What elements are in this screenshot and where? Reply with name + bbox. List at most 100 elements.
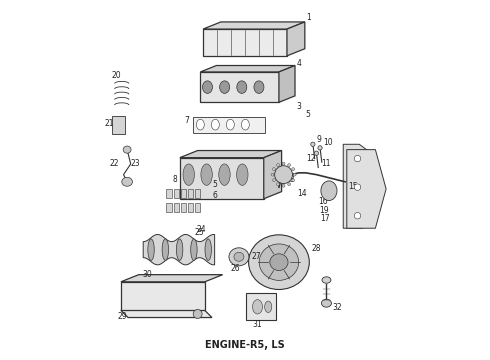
Ellipse shape (220, 81, 230, 93)
Polygon shape (203, 22, 305, 29)
Ellipse shape (237, 81, 247, 93)
Ellipse shape (318, 146, 322, 150)
Text: 10: 10 (323, 138, 333, 147)
Text: 31: 31 (253, 320, 262, 329)
Polygon shape (343, 144, 379, 228)
Text: 19: 19 (319, 206, 329, 215)
Ellipse shape (275, 166, 293, 184)
Text: 21: 21 (104, 120, 114, 129)
Text: 32: 32 (333, 303, 343, 312)
Ellipse shape (311, 142, 315, 147)
Text: 1: 1 (307, 13, 311, 22)
Ellipse shape (201, 164, 212, 185)
Ellipse shape (292, 168, 294, 171)
Ellipse shape (288, 164, 291, 166)
Text: 17: 17 (320, 214, 330, 223)
Ellipse shape (183, 164, 195, 185)
Polygon shape (180, 150, 282, 158)
Ellipse shape (254, 81, 264, 93)
Ellipse shape (270, 254, 288, 270)
Polygon shape (173, 189, 179, 198)
Ellipse shape (123, 146, 131, 153)
Polygon shape (193, 117, 265, 133)
Ellipse shape (229, 248, 249, 266)
Polygon shape (181, 203, 186, 212)
FancyBboxPatch shape (246, 293, 276, 320)
Text: 3: 3 (297, 102, 302, 111)
Ellipse shape (234, 252, 244, 261)
Text: 23: 23 (131, 159, 140, 168)
Ellipse shape (211, 119, 220, 130)
Text: 16: 16 (318, 197, 328, 206)
Text: 30: 30 (143, 270, 152, 279)
Text: 15: 15 (348, 182, 358, 191)
Polygon shape (188, 189, 193, 198)
Polygon shape (167, 189, 172, 198)
Ellipse shape (242, 119, 249, 130)
Ellipse shape (191, 239, 197, 260)
Polygon shape (173, 203, 179, 212)
Ellipse shape (202, 81, 213, 93)
Ellipse shape (176, 239, 183, 260)
Text: 27: 27 (251, 252, 261, 261)
Ellipse shape (293, 173, 296, 176)
Text: 25: 25 (195, 228, 205, 237)
Ellipse shape (196, 119, 204, 130)
Text: 7: 7 (184, 116, 189, 125)
Ellipse shape (219, 164, 230, 185)
Ellipse shape (122, 177, 132, 186)
Ellipse shape (248, 235, 309, 289)
Text: 12: 12 (306, 154, 315, 163)
Polygon shape (121, 310, 212, 318)
Text: ENGINE-R5, LS: ENGINE-R5, LS (205, 340, 285, 350)
Polygon shape (200, 72, 279, 102)
Polygon shape (195, 203, 200, 212)
Ellipse shape (292, 179, 294, 181)
Ellipse shape (252, 300, 263, 314)
Ellipse shape (322, 277, 331, 283)
Ellipse shape (237, 164, 248, 185)
Polygon shape (287, 22, 305, 56)
Text: 22: 22 (109, 159, 119, 168)
Text: 28: 28 (311, 244, 320, 253)
Text: 14: 14 (297, 189, 306, 198)
Polygon shape (195, 189, 200, 198)
Text: 5: 5 (213, 180, 218, 189)
Ellipse shape (148, 239, 154, 260)
Text: 4: 4 (296, 59, 301, 68)
Ellipse shape (205, 239, 211, 260)
Ellipse shape (321, 299, 331, 307)
Ellipse shape (354, 156, 361, 162)
Polygon shape (143, 234, 215, 265)
Text: 29: 29 (117, 312, 127, 321)
Ellipse shape (354, 212, 361, 219)
Ellipse shape (162, 239, 169, 260)
Text: 24: 24 (197, 225, 206, 234)
Polygon shape (181, 189, 186, 198)
Ellipse shape (271, 173, 274, 176)
Ellipse shape (321, 181, 337, 201)
Polygon shape (264, 150, 282, 199)
Ellipse shape (282, 184, 285, 187)
Polygon shape (188, 203, 193, 212)
Ellipse shape (277, 164, 279, 166)
Ellipse shape (272, 179, 275, 181)
Ellipse shape (265, 301, 272, 312)
Text: 6: 6 (213, 191, 218, 200)
Polygon shape (112, 116, 124, 134)
Polygon shape (200, 66, 295, 72)
Text: 5: 5 (306, 111, 311, 120)
Ellipse shape (226, 119, 234, 130)
Text: 11: 11 (321, 159, 330, 168)
Ellipse shape (277, 183, 279, 186)
Text: 9: 9 (317, 135, 321, 144)
Text: 8: 8 (172, 175, 177, 184)
Polygon shape (121, 282, 205, 310)
Polygon shape (167, 203, 172, 212)
Polygon shape (180, 158, 264, 199)
Text: 20: 20 (111, 71, 121, 80)
Polygon shape (347, 150, 386, 228)
Ellipse shape (193, 310, 202, 319)
Polygon shape (279, 66, 295, 102)
Polygon shape (203, 29, 287, 56)
